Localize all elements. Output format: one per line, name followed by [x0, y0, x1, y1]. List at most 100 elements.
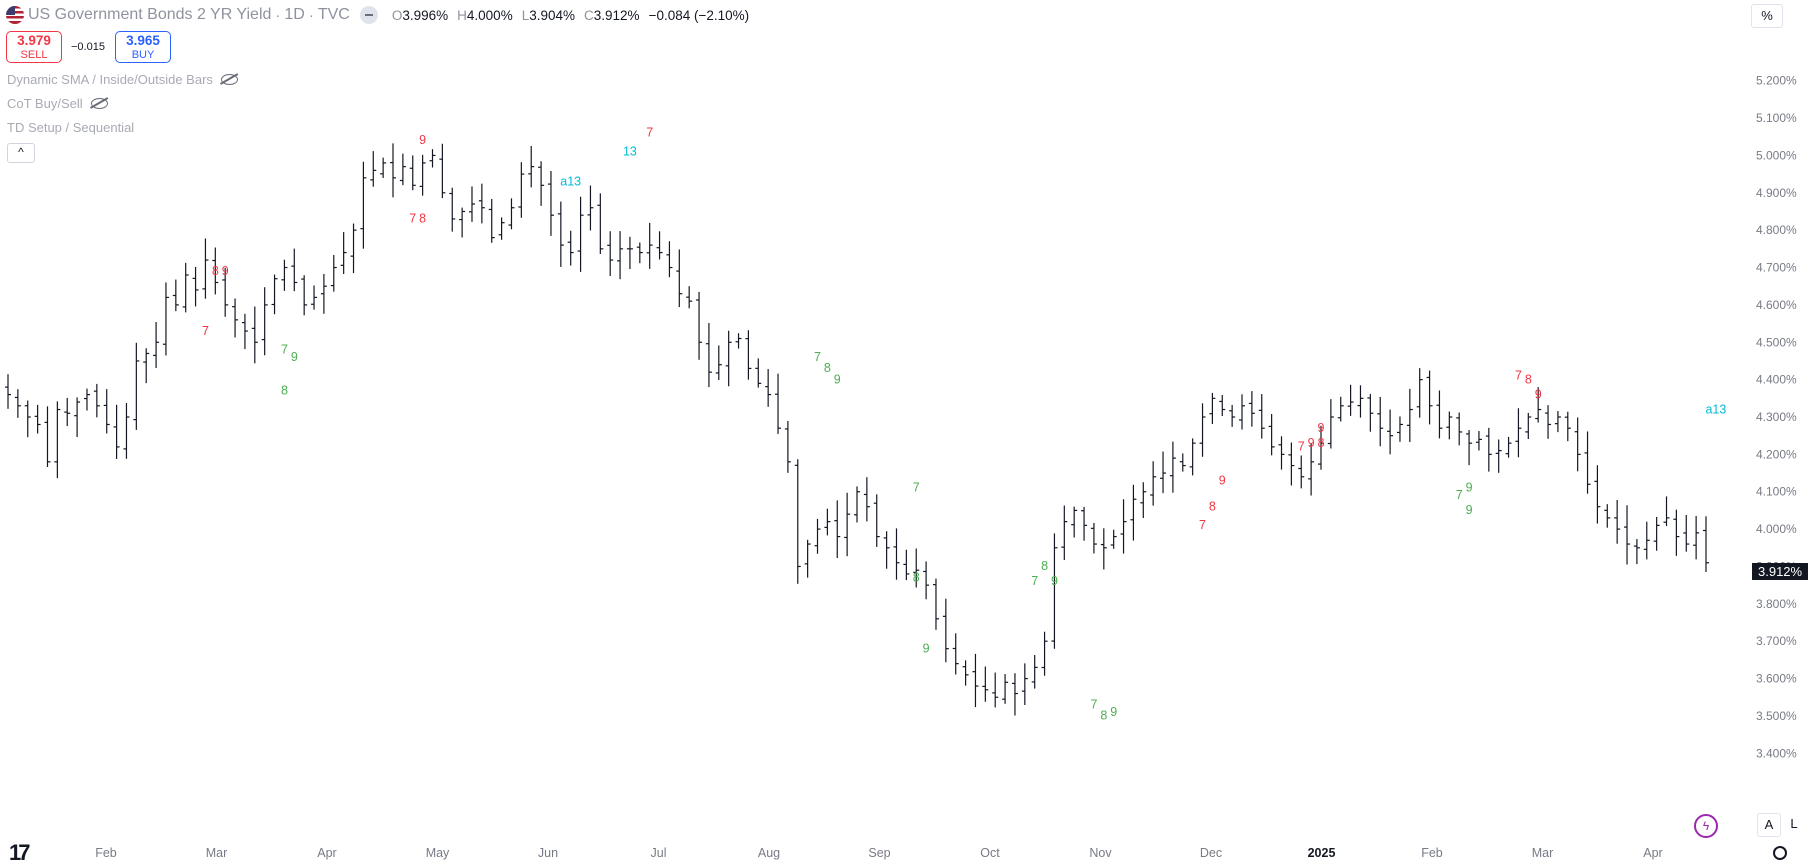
x-tick-label: Aug	[758, 846, 780, 860]
ohlc-bar	[1337, 396, 1344, 422]
ohlc-bar	[863, 477, 870, 522]
sell-label: SELL	[20, 49, 48, 61]
ohlc-bar	[1515, 408, 1522, 458]
ohlc-bar	[765, 369, 772, 407]
y-tick-label: 5.100%	[1756, 111, 1797, 125]
ohlc-bar	[5, 374, 11, 409]
ohlc-bar	[883, 531, 890, 569]
chevron-up-icon[interactable]: ^	[7, 143, 35, 163]
td-count-label: 8	[1209, 499, 1216, 513]
ohlc-bar	[1239, 394, 1246, 430]
td-count-label: 7	[913, 481, 920, 495]
ohlc-bar	[24, 400, 31, 438]
ohlc-bar	[715, 345, 722, 381]
ohlc-bar	[399, 153, 406, 186]
ohlc-bar	[854, 486, 860, 523]
ohlc-bar	[390, 143, 397, 198]
symbol-title[interactable]: US Government Bonds 2 YR Yield	[28, 6, 272, 23]
ohlc-bar	[982, 666, 989, 702]
indicator-cot[interactable]: CoT Buy/Sell	[7, 96, 108, 111]
ohlc-bar	[636, 242, 643, 264]
x-tick-label: Mar	[206, 846, 228, 860]
close-value: 3.912%	[593, 7, 640, 23]
y-tick-label: 4.700%	[1756, 261, 1797, 275]
ohlc-bar	[1219, 395, 1226, 417]
ohlc-bar	[1643, 521, 1650, 560]
buy-button[interactable]: 3.965 BUY	[115, 31, 171, 63]
interval[interactable]: 1D	[284, 6, 305, 23]
ohlc-bar	[538, 161, 545, 206]
ohlc-bar	[370, 151, 377, 187]
ohlc-bar	[64, 397, 71, 427]
td-count-label: 9	[1308, 436, 1315, 450]
td-count-label: 7	[409, 212, 416, 226]
hidden-eye-icon[interactable]	[90, 98, 108, 109]
sell-button[interactable]: 3.979 SELL	[6, 31, 62, 63]
gear-icon[interactable]	[1773, 846, 1787, 860]
ohlc-bar	[1100, 528, 1107, 570]
collapse-legend-button[interactable]	[359, 6, 378, 24]
ohlc-bar	[1199, 403, 1206, 457]
ohlc-bar	[1663, 496, 1670, 526]
x-tick-label: Apr	[1643, 846, 1662, 860]
td-count-label: 9	[923, 641, 930, 655]
ohlc-bar	[1406, 388, 1413, 442]
y-tick-label: 4.800%	[1756, 223, 1797, 237]
x-tick-label: Mar	[1532, 846, 1554, 860]
low-value: 3.904%	[529, 7, 576, 23]
ohlc-bar	[1564, 411, 1571, 442]
high-label: H	[457, 7, 467, 23]
auto-scale-button[interactable]: A	[1757, 813, 1781, 837]
ohlc-bar	[340, 232, 347, 275]
buy-price: 3.965	[126, 33, 160, 48]
y-tick-label: 5.200%	[1756, 74, 1797, 88]
hidden-eye-icon[interactable]	[220, 74, 238, 85]
td-count-label: 9	[1219, 473, 1226, 487]
ohlc-bar	[1169, 441, 1176, 493]
ohlc-bar	[745, 330, 752, 380]
ohlc-bar	[93, 383, 100, 418]
ohlc-bar	[1179, 453, 1186, 472]
ohlc-bar	[1633, 539, 1640, 565]
ohlc-bar	[617, 231, 624, 280]
td-count-label: 7	[814, 350, 821, 364]
ohlc-bar	[1495, 439, 1502, 473]
spread-value: −0.015	[71, 41, 105, 53]
ohlc-bar	[439, 143, 446, 199]
ohlc-bar	[74, 397, 81, 437]
ohlc-bar	[1160, 451, 1167, 494]
indicator-td[interactable]: TD Setup / Sequential	[7, 120, 134, 135]
ohlc-bar	[656, 231, 663, 260]
ohlc-bar	[44, 406, 51, 468]
ohlc-bar	[1416, 368, 1423, 418]
scale-unit-button[interactable]: %	[1751, 4, 1783, 28]
ohlc-bar	[1327, 399, 1334, 449]
ohlc-bar	[775, 373, 782, 434]
lightning-icon[interactable]: ϟ	[1694, 814, 1718, 838]
td-count-label: 9	[1466, 503, 1473, 517]
y-tick-label: 3.700%	[1756, 634, 1797, 648]
ohlc-bar	[429, 149, 436, 168]
indicator-dynamic-sma[interactable]: Dynamic SMA / Inside/Outside Bars	[7, 72, 238, 87]
ohlc-bar	[913, 548, 920, 588]
ohlc-bar	[1505, 436, 1512, 458]
ohlc-bar	[1288, 442, 1295, 486]
ohlc-bar	[1021, 663, 1028, 706]
indicator-name: Dynamic SMA / Inside/Outside Bars	[7, 72, 213, 87]
x-tick-label: Apr	[317, 846, 336, 860]
y-tick-label: 4.300%	[1756, 410, 1797, 424]
ohlc-bar	[320, 273, 327, 314]
log-scale-button[interactable]: L	[1790, 816, 1798, 831]
indicator-name: TD Setup / Sequential	[7, 120, 135, 135]
ohlc-bar	[449, 187, 456, 232]
y-tick-label: 4.200%	[1756, 447, 1797, 461]
ohlc-bar	[34, 404, 41, 434]
minus-icon	[364, 14, 373, 16]
tradingview-logo-icon[interactable]: 17	[9, 840, 31, 865]
ohlc-bar	[735, 333, 742, 349]
td-count-label: 8	[281, 384, 288, 398]
close-label: C	[584, 7, 594, 23]
y-tick-label: 3.600%	[1756, 672, 1797, 686]
ohlc-bar	[873, 494, 880, 547]
